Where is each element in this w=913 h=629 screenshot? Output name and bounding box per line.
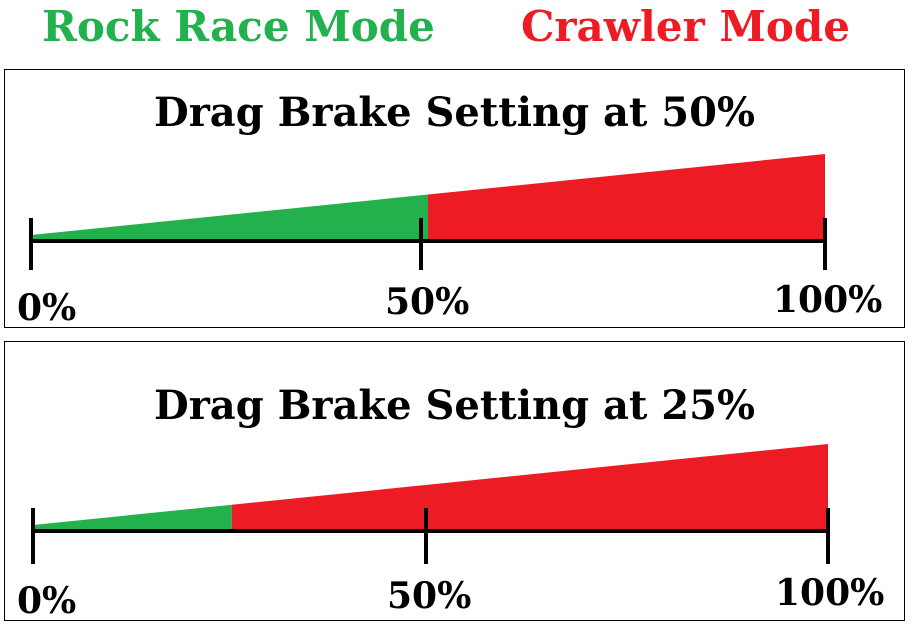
tick-label-0: 0% <box>17 287 77 329</box>
rock-race-mode-label: Rock Race Mode <box>42 2 435 51</box>
tick-label-0: 0% <box>17 580 77 622</box>
ramp-diagram <box>31 444 830 564</box>
tick-label-100: 100% <box>775 572 885 614</box>
panel-title: Drag Brake Setting at 25% <box>154 382 755 429</box>
rock-race-region <box>31 194 428 241</box>
drag-brake-panel-25: Drag Brake Setting at 25% 0% 50% 100% <box>4 341 905 621</box>
drag-brake-panel-50: Drag Brake Setting at 50% 0% 50% 100% <box>4 69 905 328</box>
rock-race-region <box>33 504 232 531</box>
crawler-region <box>231 444 828 531</box>
panel-title: Drag Brake Setting at 50% <box>154 89 755 136</box>
crawler-region <box>428 154 825 241</box>
tick-label-50: 50% <box>385 281 470 323</box>
crawler-mode-label: Crawler Mode <box>521 2 850 51</box>
ramp-diagram <box>29 154 827 270</box>
tick-label-50: 50% <box>387 575 472 617</box>
tick-label-100: 100% <box>773 279 883 321</box>
